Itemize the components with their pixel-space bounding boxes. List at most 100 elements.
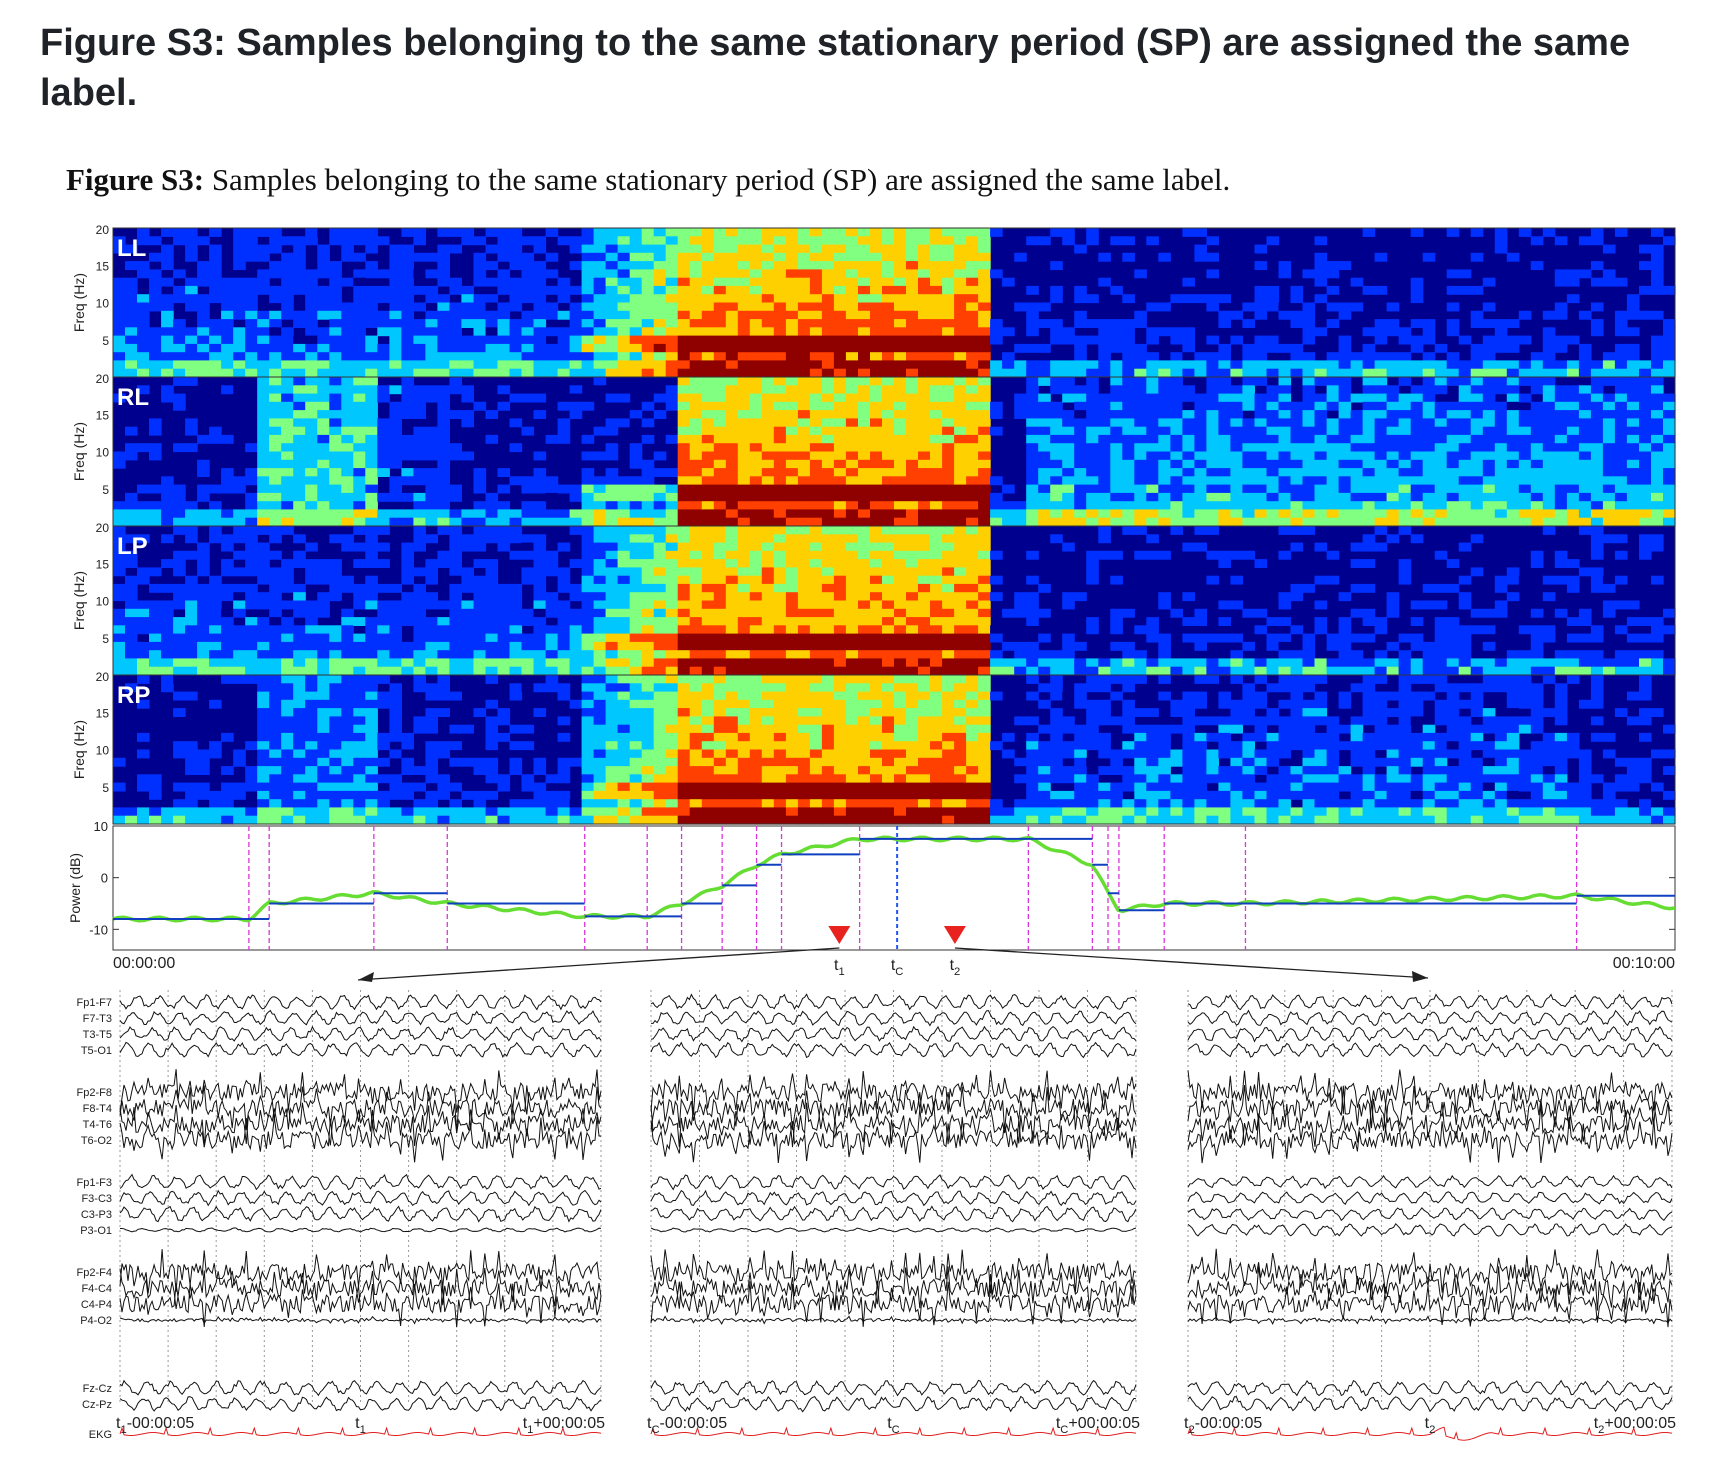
spectrogram-cell xyxy=(1386,327,1400,337)
spectrogram-cell xyxy=(1146,459,1159,469)
spectrogram-cell xyxy=(149,302,162,312)
spectrogram-cell xyxy=(449,335,462,345)
spectrogram-cell xyxy=(1014,360,1027,370)
spectrogram-cell xyxy=(245,550,258,560)
spectrogram-cell xyxy=(1663,517,1676,527)
spectrogram-cell xyxy=(1302,385,1316,395)
spectrogram-cell xyxy=(245,343,258,353)
spectrogram-cell xyxy=(593,484,607,494)
spectrogram-cell xyxy=(1374,650,1388,660)
spectrogram-cell xyxy=(629,526,643,535)
spectrogram-cell xyxy=(942,617,955,626)
spectrogram-cell xyxy=(785,484,799,494)
spectrogram-cell xyxy=(257,310,270,320)
spectrogram-cell xyxy=(942,517,955,527)
spectrogram-cell xyxy=(533,476,547,486)
spectrogram-cell xyxy=(425,310,438,320)
spectrogram-cell xyxy=(1302,451,1316,461)
spectrogram-cell xyxy=(257,418,270,428)
spectrogram-cell xyxy=(737,526,751,535)
spectrogram-cell xyxy=(305,294,318,304)
spectrogram-cell xyxy=(257,269,270,279)
spectrogram-cell xyxy=(1086,484,1099,494)
spectrogram-cell xyxy=(149,277,162,287)
spectrogram-cell xyxy=(737,443,751,453)
spectrogram-cell xyxy=(1290,352,1304,362)
spectrogram-cell xyxy=(605,360,619,370)
spectrogram-cell xyxy=(461,575,474,585)
spectrogram-cell xyxy=(761,492,775,502)
spectrogram-cell xyxy=(1398,476,1412,486)
spectrogram-cell xyxy=(293,252,306,262)
spectrogram-cell xyxy=(1554,492,1568,502)
spectrogram-cell xyxy=(1302,310,1316,320)
spectrogram-cell xyxy=(1446,327,1460,337)
spectrogram-cell xyxy=(1266,501,1280,511)
spectrogram-cell xyxy=(1050,410,1063,419)
spectrogram-cell xyxy=(701,476,715,486)
spectrogram-cell xyxy=(617,658,631,668)
spectrogram-cell xyxy=(1074,244,1087,254)
spectrogram-cell xyxy=(1254,393,1268,403)
spectrogram-cell xyxy=(437,658,450,668)
spectrogram-cell xyxy=(389,650,402,660)
spectrogram-cell xyxy=(894,526,907,535)
spectrogram-cell xyxy=(1590,277,1604,287)
spectrogram-cell xyxy=(653,302,667,312)
spectrogram-cell xyxy=(1626,434,1640,444)
spectrogram-cell xyxy=(1470,608,1484,618)
spectrogram-cell xyxy=(1386,459,1400,469)
spectrogram-cell xyxy=(497,277,511,287)
spectrogram-cell xyxy=(797,385,811,395)
spectrogram-cell xyxy=(653,658,667,668)
spectrogram-cell xyxy=(1146,368,1159,378)
spectrogram-cell xyxy=(377,451,390,461)
spectrogram-cell xyxy=(966,335,979,345)
spectrogram-cell xyxy=(353,269,366,279)
spectrogram-cell xyxy=(1362,401,1376,411)
spectrogram-cell xyxy=(966,443,979,453)
spectrogram-cell xyxy=(365,492,378,502)
spectrogram-cell xyxy=(966,567,979,577)
spectrogram-cell xyxy=(557,360,571,370)
spectrogram-cell xyxy=(137,658,150,668)
spectrogram-cell xyxy=(990,228,1003,237)
spectrogram-cell xyxy=(677,451,691,461)
spectrogram-cell xyxy=(1554,509,1568,519)
spectrogram-cell xyxy=(473,327,487,337)
spectrogram-cell xyxy=(1410,600,1424,610)
spectrogram-cell xyxy=(713,335,727,345)
spectrogram-cell xyxy=(894,294,907,304)
spectrogram-cell xyxy=(749,484,763,494)
spectrogram-cell xyxy=(581,294,595,304)
spectrogram-cell xyxy=(1194,451,1207,461)
spectrogram-cell xyxy=(1398,410,1412,419)
spectrogram-cell xyxy=(1194,368,1207,378)
spectrogram-cell xyxy=(1530,426,1544,436)
spectrogram-cell xyxy=(1182,476,1195,486)
spectrogram-cell xyxy=(978,575,991,585)
spectrogram-cell xyxy=(894,401,907,411)
spectrogram-cell xyxy=(1374,509,1388,519)
spectrogram-cell xyxy=(1038,633,1051,643)
spectrogram-cell xyxy=(870,476,883,486)
spectrogram-cell xyxy=(209,526,222,535)
spectrogram-cell xyxy=(1590,476,1604,486)
spectrogram-cell xyxy=(1663,285,1676,295)
spectrogram-cell xyxy=(833,418,847,428)
spectrogram-cell xyxy=(113,517,126,527)
spectrogram-cell xyxy=(1458,633,1472,643)
spectrogram-cell xyxy=(1338,641,1352,651)
spectrogram-cell xyxy=(401,360,414,370)
spectrogram-cell xyxy=(581,484,595,494)
spectrogram-cell xyxy=(173,360,186,370)
spectrogram-cell xyxy=(365,583,378,593)
spectrogram-cell xyxy=(221,658,234,668)
spectrogram-cell xyxy=(257,633,270,643)
spectrogram-cell xyxy=(1590,319,1604,328)
spectrogram-cell xyxy=(1410,368,1424,378)
spectrogram-cell xyxy=(233,385,246,395)
spectrogram-cell xyxy=(149,617,162,626)
spectrogram-cell xyxy=(990,319,1003,328)
spectrogram-cell xyxy=(1566,517,1580,527)
